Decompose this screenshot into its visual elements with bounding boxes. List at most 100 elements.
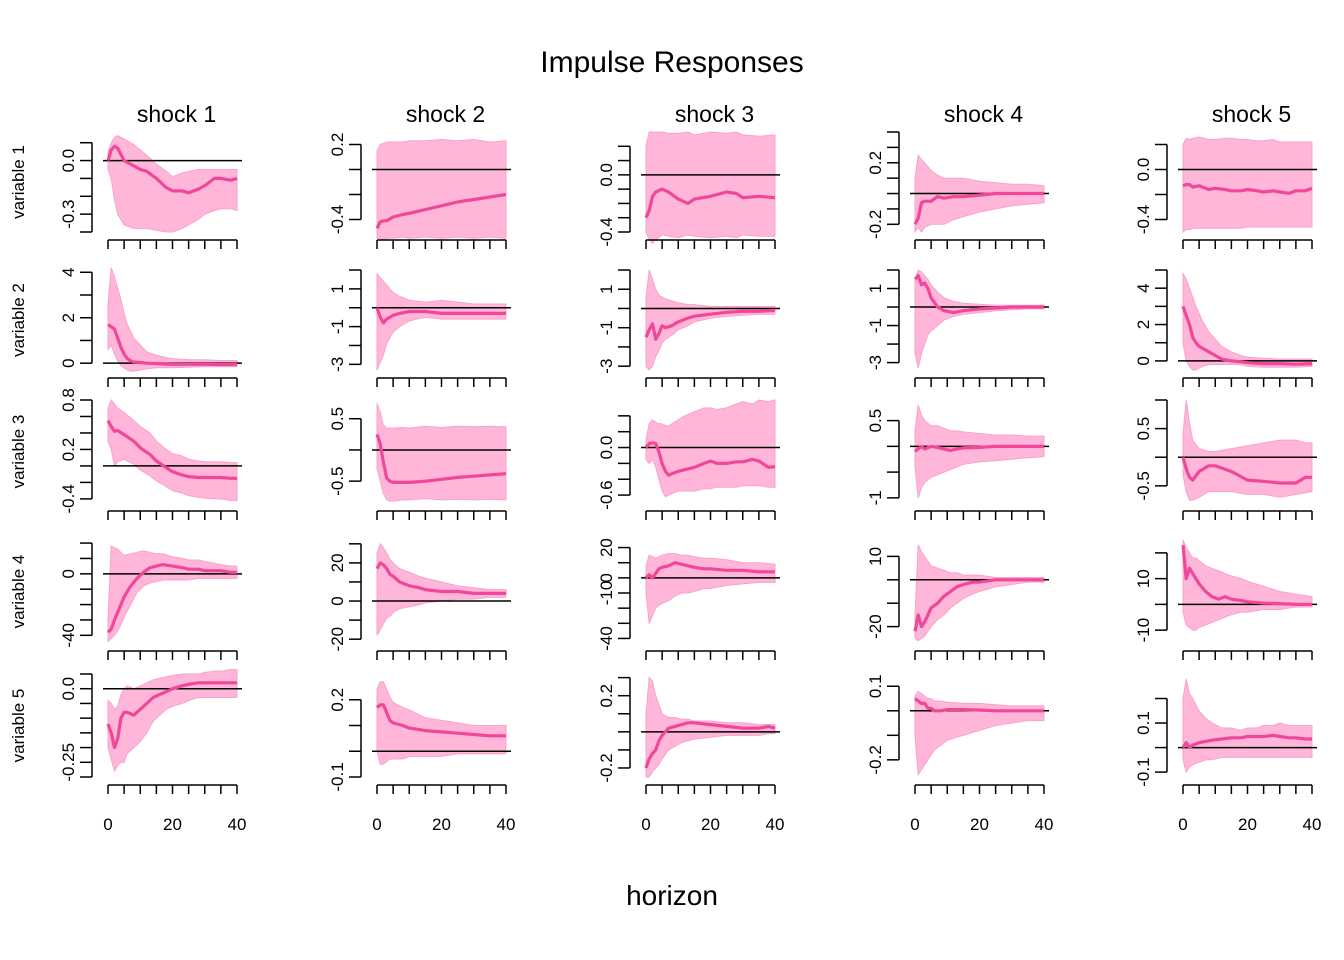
x-axis: 0 20 40 <box>103 784 246 834</box>
x-tick-label: 0 <box>372 815 381 834</box>
y-tick-label: -0.4 <box>59 484 78 513</box>
y-tick-label: -0.2 <box>866 745 885 774</box>
median-response-line <box>375 703 506 738</box>
irf-panel: 0.0 -0.25 0 20 40 <box>59 669 246 834</box>
confidence-band <box>1182 136 1313 234</box>
y-tick-label: 0.1 <box>1134 711 1153 735</box>
y-tick-label: 1 <box>597 284 616 293</box>
confidence-band <box>376 542 507 636</box>
y-tick-label: -0.4 <box>1134 205 1153 234</box>
y-tick-label: -10 <box>1134 618 1153 643</box>
irf-panel: 0 2 4 <box>59 267 242 387</box>
median-response-line <box>375 433 507 484</box>
variable-label: variable 3 <box>9 415 28 489</box>
y-tick-label: 0 <box>597 573 616 582</box>
y-tick-label: 0.2 <box>59 438 78 462</box>
x-tick-label: 20 <box>970 815 989 834</box>
confidence-band <box>107 669 238 773</box>
median-response-line <box>375 192 507 230</box>
x-tick-label: 20 <box>163 815 182 834</box>
shock-title: shock 3 <box>675 101 754 127</box>
irf-panel: 10 -20 <box>866 544 1049 660</box>
y-tick-label: 0.8 <box>59 388 78 412</box>
x-axis <box>645 650 776 660</box>
confidence-band <box>645 269 776 371</box>
median-response-line <box>375 561 506 596</box>
median-response-line <box>106 419 237 480</box>
irf-panel: 0.2 -0.1 0 20 40 <box>328 681 516 834</box>
irf-panel: 1 -1 -3 <box>866 269 1049 387</box>
irf-panel: 20 0 -20 <box>328 542 511 660</box>
y-tick-label: 0.0 <box>597 163 616 187</box>
confidence-band <box>376 402 507 502</box>
irf-panel: 4 2 0 <box>1134 269 1317 387</box>
y-tick-label: 10 <box>1134 569 1153 588</box>
x-tick-label: 40 <box>497 815 516 834</box>
irf-panel: 0.0 -0.4 <box>1134 136 1317 249</box>
confidence-band <box>645 131 776 245</box>
y-tick-label: 0.2 <box>597 684 616 708</box>
median-response-line <box>644 441 776 477</box>
x-axis-label: horizon <box>626 880 718 911</box>
shock-title: shock 5 <box>1212 101 1291 127</box>
y-tick-label: 0.0 <box>597 436 616 460</box>
median-response-line <box>106 144 238 195</box>
x-axis <box>376 510 507 520</box>
x-axis: 0 20 40 <box>1178 784 1322 834</box>
x-tick-label: 40 <box>1303 815 1322 834</box>
variable-labels: variable 1 variable 2 variable 3 variable 4… <box>9 145 28 762</box>
median-response-line <box>914 697 1044 713</box>
y-tick-label: 4 <box>1134 283 1153 292</box>
x-axis: 0 20 40 <box>372 784 516 834</box>
y-tick-label: 0.2 <box>328 133 347 157</box>
x-tick-label: 0 <box>1178 815 1187 834</box>
x-axis <box>645 239 776 249</box>
x-axis <box>1182 377 1313 387</box>
y-tick-label: 0.0 <box>1134 158 1153 182</box>
irf-panel: 0.0 -0.4 <box>597 131 780 249</box>
x-axis <box>914 239 1045 249</box>
irf-panel: 1 -1 -3 <box>328 269 511 387</box>
y-tick-label: -0.5 <box>1134 471 1153 500</box>
x-tick-label: 0 <box>910 815 919 834</box>
irf-panel: 0.1 -0.2 0 20 40 <box>866 674 1053 834</box>
median-response-line <box>1181 456 1312 485</box>
y-tick-label: -3 <box>328 357 347 372</box>
y-tick-label: 0 <box>328 596 347 605</box>
irf-panel: 0.2 -0.2 0 20 40 <box>597 676 784 834</box>
y-tick-label: -0.2 <box>866 210 885 239</box>
irf-panel: 0.8 0.2 -0.4 <box>59 388 242 520</box>
y-tick-label: -0.25 <box>59 743 78 782</box>
variable-label: variable 4 <box>9 555 28 629</box>
irf-panel: 0.5 -0.5 <box>1134 399 1317 520</box>
irf-panel: 1 -1 -3 <box>597 269 780 387</box>
x-axis <box>645 377 776 387</box>
median-response-line <box>1181 733 1312 750</box>
confidence-band <box>645 399 776 498</box>
x-tick-label: 20 <box>701 815 720 834</box>
y-tick-label: 20 <box>328 553 347 572</box>
x-axis <box>914 510 1045 520</box>
irf-panel: 0.1 -0.1 0 20 40 <box>1134 678 1322 834</box>
y-tick-label: -10 <box>597 581 616 606</box>
median-response-line <box>644 721 776 769</box>
irf-panel: 10 -10 <box>1134 539 1317 660</box>
y-tick-label: -40 <box>59 623 78 648</box>
confidence-band <box>645 676 776 778</box>
median-response-line <box>375 307 506 325</box>
confidence-band <box>1182 678 1313 774</box>
y-tick-label: 10 <box>866 547 885 566</box>
y-tick-label: -0.1 <box>1134 757 1153 786</box>
median-response-line <box>644 561 775 580</box>
confidence-band <box>376 272 507 371</box>
irf-panel: 0.5 -1 <box>866 404 1049 520</box>
confidence-band <box>914 269 1045 369</box>
y-tick-label: -3 <box>866 355 885 370</box>
x-axis <box>1182 650 1313 660</box>
median-response-line <box>1181 305 1313 366</box>
y-tick-label: -40 <box>597 626 616 651</box>
median-response-line <box>913 191 1044 226</box>
y-tick-label: 2 <box>59 313 78 322</box>
median-response-line <box>913 578 1044 632</box>
